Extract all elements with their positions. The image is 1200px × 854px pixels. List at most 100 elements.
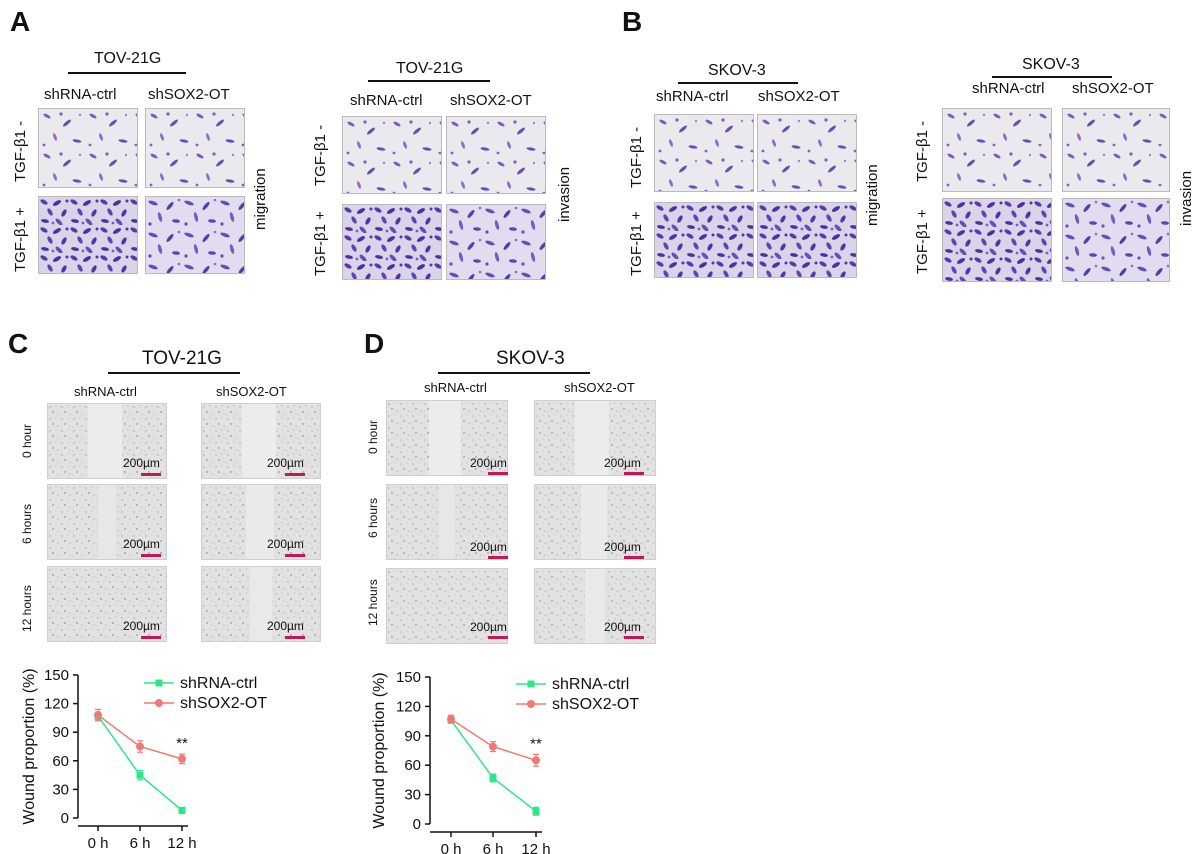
transwell-image — [38, 196, 138, 274]
scale-label: 200µm — [470, 540, 507, 554]
scale-bar — [141, 554, 161, 557]
panel-d-letter: D — [364, 328, 385, 359]
wound-image: 200µm — [386, 484, 509, 561]
scale-label: 200µm — [267, 619, 304, 633]
wound-image: 200µm — [201, 566, 322, 643]
transwell-image — [942, 108, 1052, 192]
y-tick-label: 0 — [61, 810, 69, 827]
legend-label: shRNA-ctrl — [552, 676, 629, 693]
wound-image: 200µm — [201, 403, 322, 480]
panel-d-row1-label: 6 hours — [366, 497, 380, 538]
y-tick-label: 60 — [404, 757, 421, 774]
x-tick-label: 6 h — [483, 841, 504, 854]
data-point — [178, 754, 186, 763]
transwell-image — [342, 116, 442, 194]
scale-label: 200µm — [123, 619, 160, 633]
panel-b-right-cell-title: SKOV-3 — [1022, 56, 1080, 73]
scale-label: 200µm — [267, 537, 304, 551]
x-tick-label: 12 h — [167, 835, 196, 852]
panel-b-right-title-underline — [992, 76, 1112, 78]
panel-b-left-cell-title: SKOV-3 — [708, 62, 766, 79]
data-point — [178, 806, 186, 814]
series-line — [97, 715, 183, 811]
scale-label: 200µm — [123, 537, 160, 551]
panel-a-right-cell-title: TOV-21G — [396, 60, 464, 77]
panel-a-left-row1-label: TGF-β1 - — [12, 120, 29, 182]
data-point — [447, 715, 455, 724]
wound-image: 200µm — [534, 568, 657, 645]
scale-bar — [285, 636, 305, 639]
wound-chart-d: 0 30 60 90 120 150 0 h 6 h 12 h Wound proportion … — [371, 669, 639, 854]
panel-b-left-title-underline — [678, 82, 798, 84]
legend-label: shSOX2-OT — [180, 695, 267, 712]
wound-image: 200µm — [386, 400, 509, 477]
panel-d-col1-label: shRNA-ctrl — [424, 380, 487, 395]
y-axis-label: Wound proportion (%) — [21, 668, 38, 824]
x-tick-label: 0 h — [88, 835, 109, 852]
scale-bar — [624, 472, 644, 475]
panel-c-title-underline — [108, 372, 240, 374]
scale-label: 200µm — [123, 456, 160, 470]
scale-bar — [141, 473, 161, 476]
transwell-image — [757, 202, 857, 278]
wound-image: 200µm — [534, 400, 657, 477]
scale-bar — [488, 636, 508, 639]
panel-d-col2-label: shSOX2-OT — [564, 380, 635, 395]
legend-marker — [155, 699, 163, 707]
panel-a-right-row2-label: TGF-β1 + — [312, 211, 329, 276]
scale-label: 200µm — [267, 456, 304, 470]
y-tick-label: 30 — [52, 781, 69, 798]
panel-b-left-col2-label: shSOX2-OT — [758, 88, 840, 105]
wound-image: 200µm — [47, 403, 168, 480]
transwell-image — [1062, 198, 1170, 282]
panel-d-row2-label: 12 hours — [366, 579, 380, 626]
wound-chart-c: 0 30 60 90 120 150 0 h 6 h 12 h Wound proportion … — [21, 667, 267, 852]
data-point — [136, 742, 144, 751]
scale-bar — [624, 556, 644, 559]
wound-image: 200µm — [47, 484, 168, 561]
legend-marker — [155, 679, 163, 687]
panel-a-left-cell-title: TOV-21G — [94, 50, 162, 67]
panel-a-right-side-label: invasion — [556, 166, 573, 222]
x-tick-label: 6 h — [130, 835, 151, 852]
transwell-image — [145, 196, 245, 274]
legend-marker — [527, 680, 535, 688]
panel-a-right-row1-label: TGF-β1 - — [312, 124, 329, 186]
y-tick-label: 90 — [404, 728, 421, 745]
scale-bar — [488, 556, 508, 559]
y-tick-label: 150 — [44, 667, 69, 684]
scale-bar — [488, 472, 508, 475]
panel-a-right-col1-label: shRNA-ctrl — [350, 92, 423, 109]
transwell-image — [342, 204, 442, 280]
series-line — [450, 719, 537, 812]
transwell-image — [942, 198, 1052, 282]
y-tick-label: 120 — [44, 696, 69, 713]
panel-a-left-title-underline — [68, 72, 186, 74]
panel-b-letter: B — [622, 6, 643, 37]
panel-a-left-col1-label: shRNA-ctrl — [44, 86, 117, 103]
wound-image: 200µm — [386, 568, 509, 645]
y-tick-label: 30 — [404, 787, 421, 804]
panel-a-left-row2-label: TGF-β1 + — [12, 207, 29, 272]
y-tick-label: 60 — [52, 753, 69, 770]
scale-label: 200µm — [470, 456, 507, 470]
transwell-image — [446, 204, 546, 280]
scale-bar — [285, 473, 305, 476]
wound-image: 200µm — [201, 484, 322, 561]
panel-a-right-col2-label: shSOX2-OT — [450, 92, 532, 109]
y-tick-label: 150 — [396, 669, 421, 686]
transwell-image — [654, 114, 754, 192]
panel-b-left-col1-label: shRNA-ctrl — [656, 88, 729, 105]
panel-b-right-row2-label: TGF-β1 + — [914, 209, 931, 274]
y-tick-label: 0 — [413, 816, 421, 833]
transwell-image — [446, 116, 546, 194]
scale-label: 200µm — [604, 456, 641, 470]
panel-c-row0-label: 0 hour — [20, 423, 34, 458]
panel-c-col2-label: shSOX2-OT — [216, 384, 287, 399]
panel-d-title-underline — [438, 372, 590, 374]
significance-annotation: ** — [176, 735, 188, 752]
panel-a-left-col2-label: shSOX2-OT — [148, 86, 230, 103]
panel-d-cell-title: SKOV-3 — [496, 348, 565, 369]
data-point — [489, 774, 497, 782]
scale-label: 200µm — [604, 620, 641, 634]
